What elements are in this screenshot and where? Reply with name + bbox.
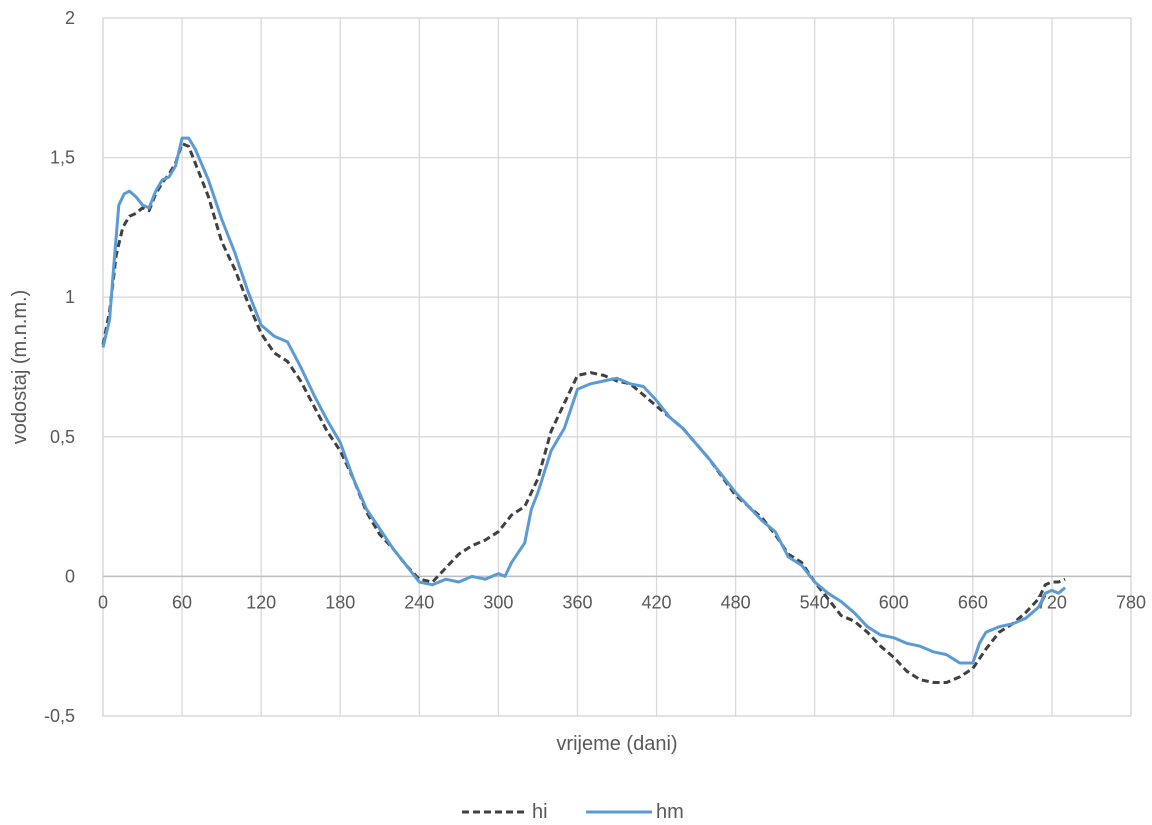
axes: 0 60 120 180 240 300 360 420 480 540 600 660 720 780-…	[44, 8, 1146, 726]
y-tick-label: -0,5	[44, 706, 75, 726]
x-tick-label: 300	[483, 592, 513, 612]
x-tick-label: 480	[721, 592, 751, 612]
x-axis-label: vrijeme (dani)	[556, 733, 677, 755]
x-tick-label: 360	[562, 592, 592, 612]
grid	[102, 17, 1132, 717]
x-tick-label: 120	[246, 592, 276, 612]
y-tick-label: 0	[65, 566, 75, 586]
y-tick-label: 0,5	[50, 427, 75, 447]
y-axis-label: vodostaj (m.n.m.)	[9, 290, 31, 444]
series-line-hi	[101, 142, 1066, 684]
x-tick-label: 660	[958, 592, 988, 612]
legend: hi hm	[462, 801, 684, 823]
x-tick-label: 420	[642, 592, 672, 612]
legend-label-hm: hm	[656, 801, 684, 820]
x-tick-label: 780	[1116, 592, 1146, 612]
x-tick-label: 180	[325, 592, 355, 612]
legend-label-hi: hi	[532, 801, 548, 820]
x-tick-label: 600	[879, 592, 909, 612]
series	[101, 136, 1067, 684]
y-tick-label: 1	[65, 287, 75, 307]
y-tick-label: 2	[65, 8, 75, 28]
y-tick-label: 1,5	[50, 148, 75, 168]
x-tick-label: 60	[172, 592, 192, 612]
series-line-hm	[101, 136, 1067, 665]
x-tick-label: 0	[98, 592, 108, 612]
x-tick-label: 540	[800, 592, 830, 612]
plot-border	[102, 17, 1132, 717]
x-tick-label: 240	[404, 592, 434, 612]
